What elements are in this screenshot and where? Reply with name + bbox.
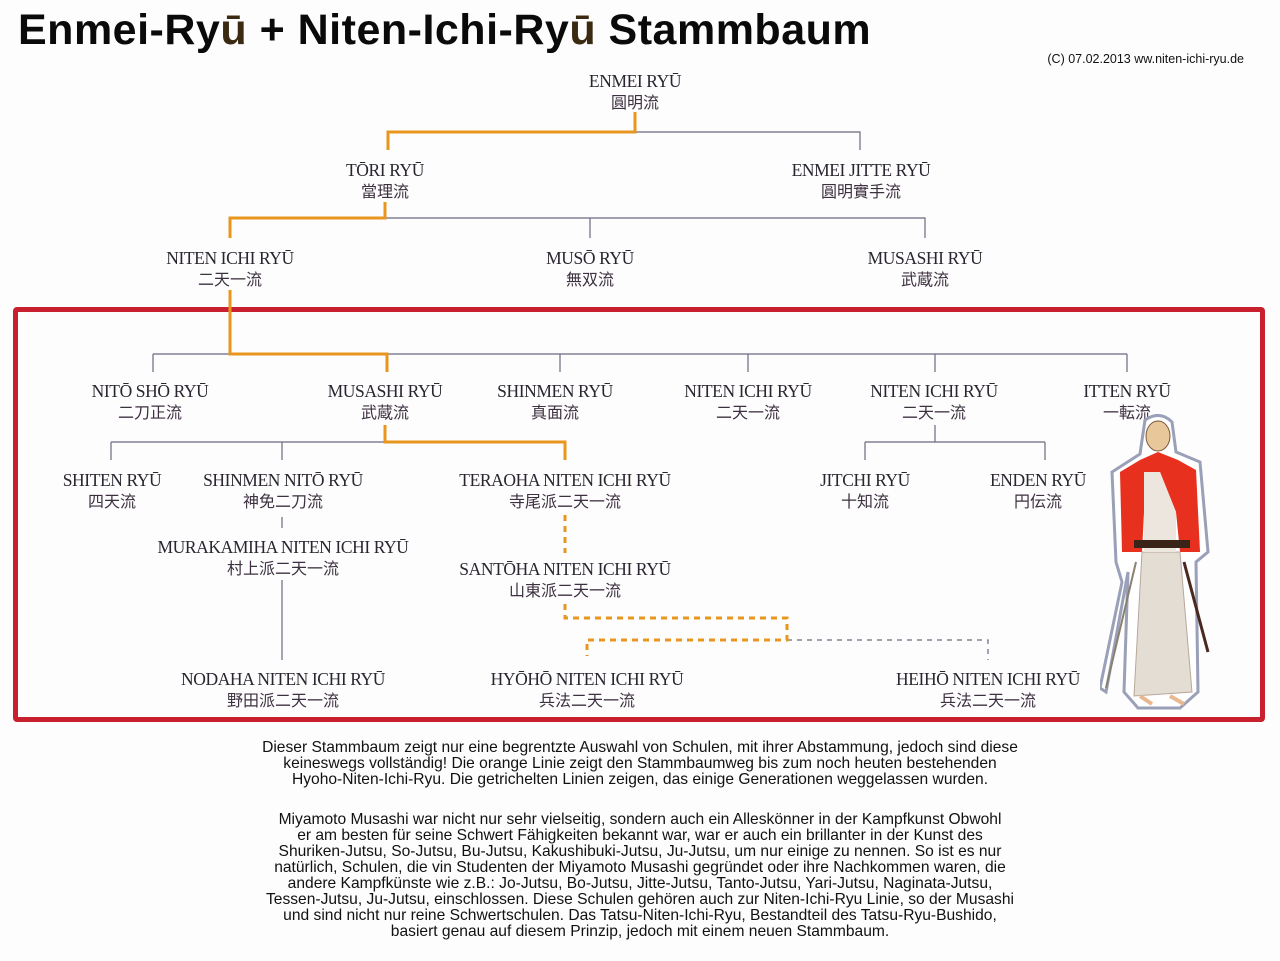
node-hyoho-niten-ichi-ryu: HYŌHŌ NITEN ICHI RYŪ 兵法二天一流 <box>491 668 684 712</box>
title-text: Enmei-Ry <box>18 6 221 54</box>
node-kanji: 寺尾派二天一流 <box>508 492 621 511</box>
node-nito-sho-ryu: NITŌ SHŌ RYŪ 二刀正流 <box>92 380 209 424</box>
node-latin: NITEN ICHI RYŪ <box>166 248 294 268</box>
node-kanji: 兵法二天一流 <box>939 691 1036 710</box>
node-latin: ITTEN RYŪ <box>1083 381 1171 401</box>
node-kanji: 十知流 <box>840 492 890 511</box>
description-line: Miyamoto Musashi war nicht nur sehr viel… <box>278 811 1002 828</box>
node-latin: SANTŌHA NITEN ICHI RYŪ <box>459 559 671 579</box>
node-latin: SHINMEN RYŪ <box>497 381 613 401</box>
node-santoha-niten-ichi-ryu: SANTŌHA NITEN ICHI RYŪ 山東派二天一流 <box>459 558 671 602</box>
node-enmei-ryu: ENMEI RYŪ 圓明流 <box>588 70 682 114</box>
node-kanji: 圓明實手流 <box>820 182 902 201</box>
description-line: Hyoho-Niten-Ichi-Ryu. Die getrichelten L… <box>291 771 989 788</box>
title-text: ū <box>569 6 597 54</box>
node-nodaha-niten-ichi-ryu: NODAHA NITEN ICHI RYŪ 野田派二天一流 <box>181 668 385 712</box>
copyright-notice: (C) 07.02.2013 ww.niten-ichi-ryu.de <box>1047 52 1244 66</box>
node-kanji: 真面流 <box>530 403 579 422</box>
node-latin: HEIHŌ NITEN ICHI RYŪ <box>896 669 1080 689</box>
node-kanji: 兵法二天一流 <box>538 691 635 710</box>
title-text: Stammbaum <box>596 6 872 54</box>
description-line: er am besten für seine Schwert Fähigkeit… <box>297 827 983 844</box>
node-murakamiha-niten-ichi-ryu: MURAKAMIHA NITEN ICHI RYŪ 村上派二天一流 <box>157 536 408 580</box>
node-niten-ichi-ryu-a: NITEN ICHI RYŪ 二天一流 <box>684 380 812 424</box>
node-kanji: 神免二刀流 <box>242 492 324 511</box>
node-latin: TŌRI RYŪ <box>346 160 424 180</box>
node-heiho-niten-ichi-ryu: HEIHŌ NITEN ICHI RYŪ 兵法二天一流 <box>896 668 1080 712</box>
description-paragraph-1: Dieser Stammbaum zeigt nur eine begrentz… <box>0 740 1280 788</box>
description-line: natürlich, Schulen, die vin Studenten de… <box>274 859 1006 876</box>
node-latin: ENMEI JITTE RYŪ <box>791 160 931 180</box>
node-shiten-ryu: SHITEN RYŪ 四天流 <box>63 469 162 513</box>
description-line: und sind nicht nur reine Schwertschulen.… <box>283 907 997 924</box>
description-line: Dieser Stammbaum zeigt nur eine begrentz… <box>262 739 1018 756</box>
node-musashi-ryu-top: MUSASHI RYŪ 武蔵流 <box>868 247 983 291</box>
node-latin: JITCHI RYŪ <box>820 470 910 490</box>
node-teraoha-niten-ichi-ryu: TERAOHA NITEN ICHI RYŪ 寺尾派二天一流 <box>459 469 671 513</box>
node-kanji: 二天一流 <box>197 270 262 289</box>
node-kanji: 二天一流 <box>901 403 966 422</box>
node-shinmen-ryu: SHINMEN RYŪ 真面流 <box>497 380 613 424</box>
node-muso-ryu: MUSŌ RYŪ 無双流 <box>546 247 634 291</box>
node-jitchi-ryu: JITCHI RYŪ 十知流 <box>820 469 910 513</box>
musashi-portrait-image <box>1100 414 1210 710</box>
description-line: keineswegs vollständig! Die orange Linie… <box>283 755 997 772</box>
node-kanji: 野田派二天一流 <box>226 691 339 710</box>
page-title: Enmei-Ryū + Niten-Ichi-Ryū Stammbaum <box>18 6 871 55</box>
node-latin: NITEN ICHI RYŪ <box>870 381 998 401</box>
description-line: Tessen-Jutsu, Ju-Jutsu, einschlossen. Di… <box>265 891 1014 908</box>
node-musashi-ryu: MUSASHI RYŪ 武蔵流 <box>328 380 443 424</box>
title-text: + Niten-Ichi-Ry <box>247 6 570 54</box>
node-itten-ryu: ITTEN RYŪ 一転流 <box>1083 380 1171 424</box>
node-latin: NODAHA NITEN ICHI RYŪ <box>180 669 386 689</box>
node-latin: SHINMEN NITŌ RYŪ <box>203 470 363 490</box>
node-latin: NITŌ SHŌ RYŪ <box>91 381 209 401</box>
description-line: basiert genau auf diesem Prinzip, jedoch… <box>390 923 890 940</box>
node-enmei-jitte-ryu: ENMEI JITTE RYŪ 圓明實手流 <box>792 159 931 203</box>
node-kanji: 四天流 <box>87 492 137 511</box>
node-latin: MUSASHI RYŪ <box>867 248 983 268</box>
node-enden-ryu: ENDEN RYŪ 円伝流 <box>990 469 1086 513</box>
description-paragraph-2: Miyamoto Musashi war nicht nur sehr viel… <box>0 812 1280 940</box>
description-line: andere Kampfkünste wie z.B.: Jo-Jutsu, B… <box>287 875 993 892</box>
node-kanji: 圓明流 <box>610 93 660 112</box>
node-shinmen-nito-ryu: SHINMEN NITŌ RYŪ 神免二刀流 <box>203 469 363 513</box>
node-latin: SHITEN RYŪ <box>62 470 162 490</box>
node-kanji: 無双流 <box>565 270 615 289</box>
node-latin: MUSASHI RYŪ <box>327 381 443 401</box>
node-latin: TERAOHA NITEN ICHI RYŪ <box>459 470 671 490</box>
node-latin: ENMEI RYŪ <box>588 71 682 91</box>
node-niten-ichi-ryu: NITEN ICHI RYŪ 二天一流 <box>166 247 294 291</box>
node-kanji: 二天一流 <box>715 403 780 422</box>
description-line: Shuriken-Jutsu, So-Jutsu, Bu-Jutsu, Kaku… <box>278 843 1002 860</box>
node-kanji: 山東派二天一流 <box>508 581 621 600</box>
node-kanji: 村上派二天一流 <box>226 559 340 578</box>
node-kanji: 武蔵流 <box>900 270 950 289</box>
node-latin: NITEN ICHI RYŪ <box>684 381 812 401</box>
node-kanji: 二刀正流 <box>117 403 182 422</box>
node-kanji: 當理流 <box>360 182 409 201</box>
node-latin: MURAKAMIHA NITEN ICHI RYŪ <box>157 537 409 557</box>
node-tori-ryu: TŌRI RYŪ 當理流 <box>346 159 424 203</box>
highlight-box <box>13 307 1265 722</box>
node-kanji: 円伝流 <box>1013 492 1062 511</box>
node-latin: MUSŌ RYŪ <box>546 248 634 268</box>
title-text: ū <box>220 6 248 54</box>
node-latin: HYŌHŌ NITEN ICHI RYŪ <box>490 669 684 689</box>
node-kanji: 一転流 <box>1102 403 1152 422</box>
node-niten-ichi-ryu-b: NITEN ICHI RYŪ 二天一流 <box>870 380 998 424</box>
node-kanji: 武蔵流 <box>360 403 410 422</box>
node-latin: ENDEN RYŪ <box>989 470 1087 490</box>
